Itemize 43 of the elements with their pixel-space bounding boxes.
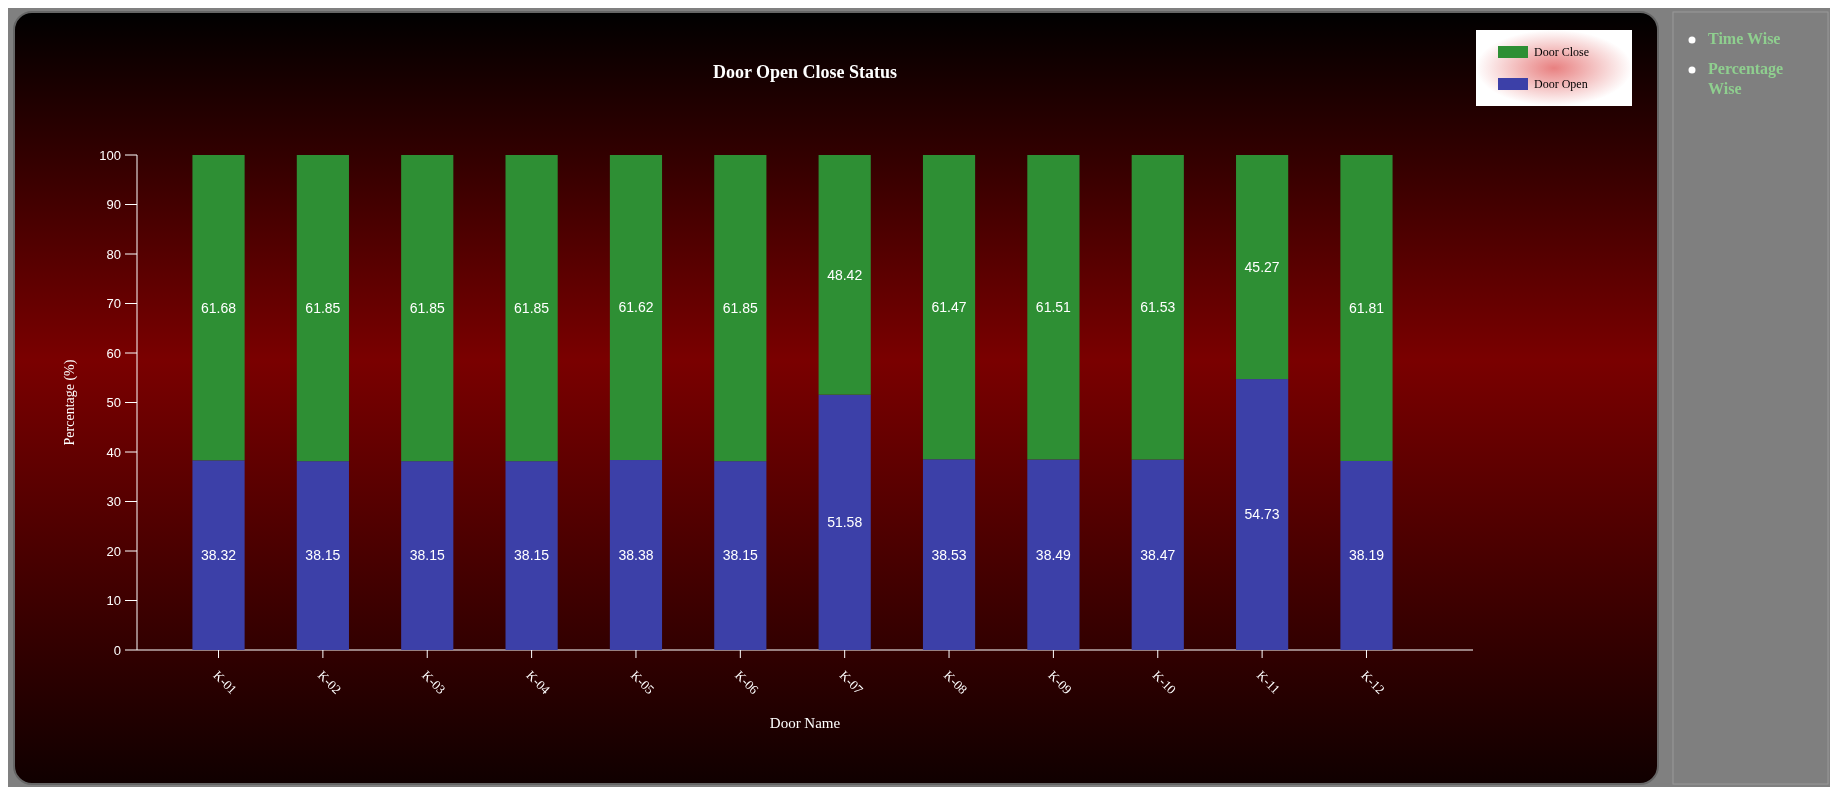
data-label: 38.15: [514, 547, 550, 564]
y-tick-label: 40: [106, 444, 121, 460]
x-axis-title: Door Name: [769, 715, 841, 731]
y-tick-label: 90: [106, 197, 121, 213]
data-label: 38.47: [1140, 546, 1176, 563]
y-tick-label: 0: [113, 642, 121, 658]
data-label: 61.51: [1035, 299, 1072, 316]
data-label: 61.85: [409, 299, 445, 316]
y-tick-label: 60: [106, 345, 121, 361]
data-label: 38.38: [618, 546, 654, 563]
data-label: 61.85: [514, 299, 550, 316]
data-label: 38.53: [931, 546, 967, 563]
data-label: 38.15: [305, 547, 341, 564]
data-label: 38.19: [1348, 547, 1385, 564]
data-label: 61.53: [1140, 299, 1176, 316]
y-tick-label: 30: [106, 494, 121, 510]
chart-title: Door Open Close Status: [712, 62, 898, 82]
data-label: 61.81: [1348, 299, 1385, 316]
data-label: 61.85: [722, 299, 759, 316]
data-label: 61.85: [305, 299, 341, 316]
legend-label: Door Close: [1534, 45, 1589, 60]
data-label: 38.49: [1035, 546, 1072, 563]
data-label: 38.32: [201, 547, 237, 564]
data-label: 61.68: [201, 299, 237, 316]
data-label: 48.42: [827, 266, 863, 283]
data-label: 38.15: [409, 547, 445, 564]
y-tick-label: 20: [106, 543, 121, 559]
legend-label: Door Open: [1534, 77, 1588, 92]
text: Time Wise: [1708, 30, 1781, 47]
data-label: 45.27: [1244, 258, 1280, 275]
y-tick-label: 70: [106, 296, 121, 312]
data-label: 51.58: [827, 514, 863, 531]
data-label: 61.62: [618, 299, 654, 316]
y-tick-label: 50: [106, 395, 121, 411]
y-axis-title: Percentage (%): [62, 359, 78, 446]
y-tick-label: 10: [106, 593, 121, 609]
data-label: 61.47: [931, 299, 967, 316]
y-tick-label: 80: [106, 246, 121, 262]
data-label: 38.15: [722, 547, 759, 564]
y-tick-label: 100: [99, 147, 121, 163]
x-tick-label: K-07: [836, 667, 867, 698]
data-label: 54.73: [1244, 506, 1280, 523]
text: Percentage Wise: [1708, 60, 1784, 97]
